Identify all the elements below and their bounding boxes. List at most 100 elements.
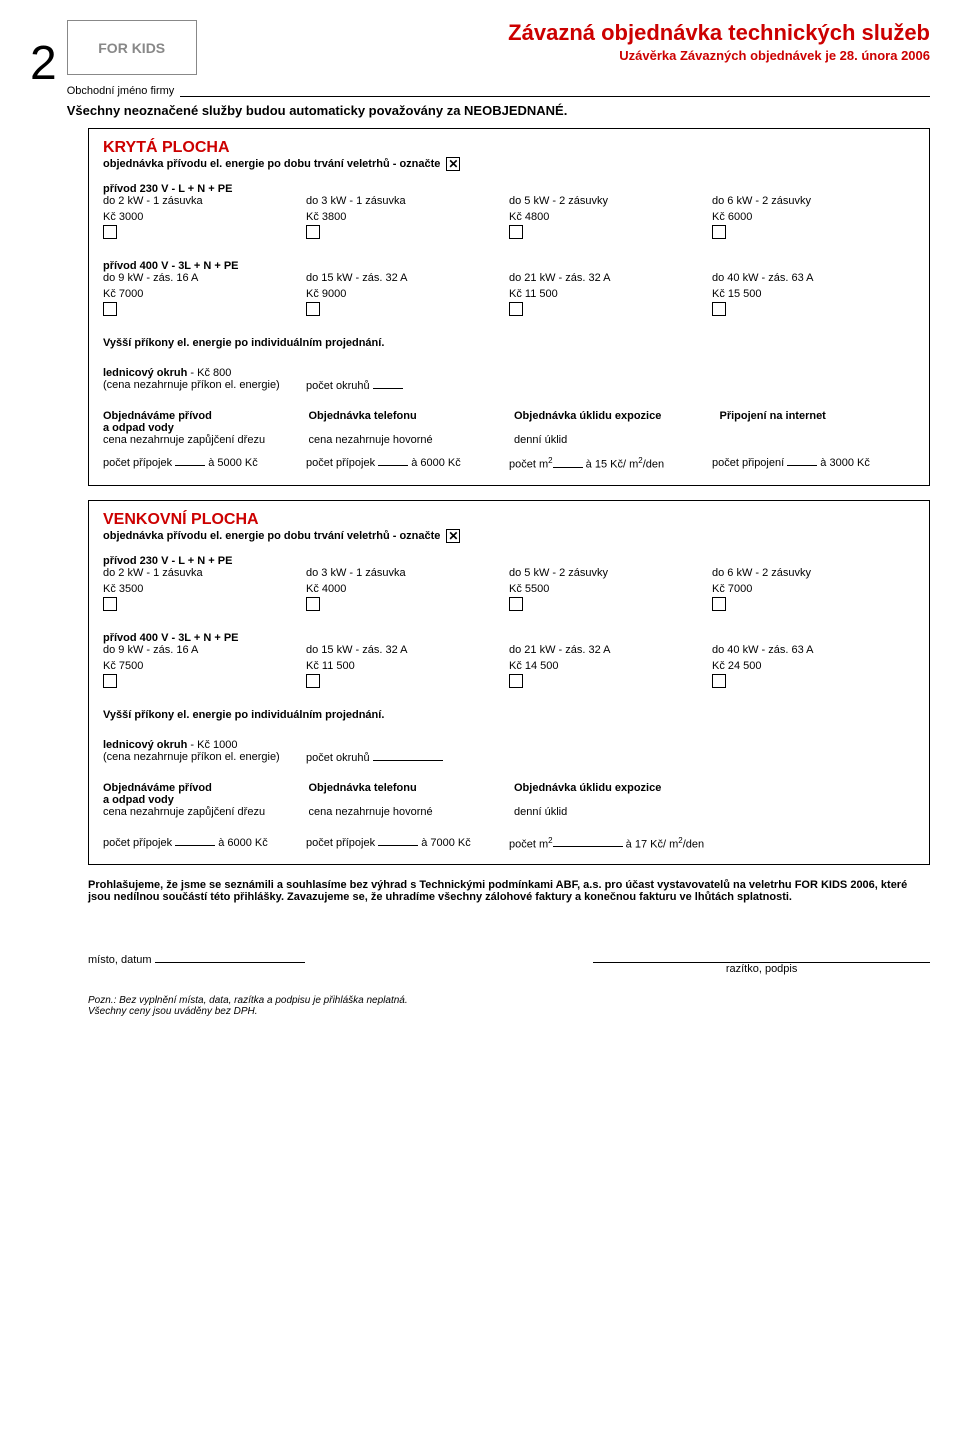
svc-head: Objednáváme přívod (103, 782, 299, 794)
venk-230-head: přívod 230 V - L + N + PE (103, 555, 915, 567)
foot-label: počet přípojek (306, 457, 375, 469)
foot-rate: à 17 Kč/ m (623, 838, 679, 850)
foot-rate: à 5000 Kč (205, 457, 258, 469)
price: Kč 5500 (509, 583, 549, 595)
price: Kč 7500 (103, 660, 143, 672)
input-line[interactable] (787, 456, 817, 466)
declaration-text: Prohlašujeme, že jsme se seznámili a sou… (88, 879, 930, 903)
opt-label: do 40 kW - zás. 63 A (712, 644, 915, 656)
price: Kč 24 500 (712, 660, 762, 672)
footnote-1: Pozn.: Bez vyplnění místa, data, razítka… (88, 995, 930, 1006)
checkbox[interactable] (509, 302, 523, 316)
opt-label: do 9 kW - zás. 16 A (103, 644, 306, 656)
kryta-title: KRYTÁ PLOCHA (103, 139, 915, 157)
foot-label: počet připojení (712, 457, 784, 469)
venkovni-sub: objednávka přívodu el. energie po dobu t… (103, 530, 440, 542)
firm-label: Obchodní jméno firmy (67, 85, 175, 97)
svc-note: cena nezahrnuje hovorné (309, 806, 505, 818)
stamp-label: razítko, podpis (593, 963, 930, 975)
foot-rate: /den (683, 838, 704, 850)
input-line[interactable] (553, 837, 623, 847)
input-line[interactable] (378, 836, 418, 846)
svc-head: Připojení na internet (720, 410, 916, 422)
input-line[interactable] (175, 836, 215, 846)
lednice-note: (cena nezahrnuje příkon el. energie) (103, 379, 306, 392)
logo: FOR KIDS (67, 20, 197, 75)
foot-label: počet přípojek (103, 837, 172, 849)
price: Kč 11 500 (509, 288, 558, 300)
checkbox[interactable] (712, 674, 726, 688)
stamp-input[interactable] (593, 953, 930, 963)
opt-label: do 5 kW - 2 zásuvky (509, 567, 712, 579)
checkbox[interactable] (103, 302, 117, 316)
kryta-400-head: přívod 400 V - 3L + N + PE (103, 260, 915, 272)
checkbox[interactable] (712, 597, 726, 611)
checkbox[interactable] (306, 302, 320, 316)
foot-label: počet přípojek (103, 457, 172, 469)
pocet-okruhu-label: počet okruhů (306, 380, 370, 392)
venkovni-title: VENKOVNÍ PLOCHA (103, 511, 915, 529)
opt-label: do 15 kW - zás. 32 A (306, 272, 509, 284)
opt-label: do 3 kW - 1 zásuvka (306, 567, 509, 579)
foot-rate: à 6000 Kč (215, 837, 268, 849)
opt-label: do 15 kW - zás. 32 A (306, 644, 509, 656)
page-number: 2 (30, 40, 57, 88)
opt-label: do 40 kW - zás. 63 A (712, 272, 915, 284)
checkbox[interactable] (306, 674, 320, 688)
checkbox[interactable] (712, 225, 726, 239)
checkbox[interactable] (306, 597, 320, 611)
foot-label: počet přípojek (306, 837, 375, 849)
kryta-sub: objednávka přívodu el. energie po dobu t… (103, 158, 440, 170)
svc-head: Objednáváme přívod (103, 410, 299, 422)
pocet-okruhu-input[interactable] (373, 751, 443, 761)
opt-label: do 2 kW - 1 zásuvka (103, 567, 306, 579)
input-line[interactable] (175, 456, 205, 466)
foot-label: počet m (509, 459, 548, 471)
price: Kč 7000 (103, 288, 143, 300)
order-notice: Všechny neoznačené služby budou automati… (67, 103, 930, 118)
price: Kč 3800 (306, 211, 346, 223)
checkbox[interactable] (306, 225, 320, 239)
opt-label: do 2 kW - 1 zásuvka (103, 195, 306, 207)
checkbox[interactable] (712, 302, 726, 316)
svc-note: denní úklid (514, 806, 710, 818)
place-date-input[interactable] (155, 953, 305, 963)
svc-note: cena nezahrnuje hovorné (309, 434, 505, 446)
price: Kč 4800 (509, 211, 549, 223)
svc-head: Objednávka telefonu (309, 410, 505, 422)
kryta-vyssi: Vyšší příkony el. energie po individuáln… (103, 337, 915, 349)
opt-label: do 5 kW - 2 zásuvky (509, 195, 712, 207)
svc-head: Objednávka úklidu expozice (514, 782, 710, 794)
pocet-okruhu-input[interactable] (373, 379, 403, 389)
foot-rate: à 7000 Kč (418, 837, 471, 849)
input-line[interactable] (378, 456, 408, 466)
kryta-230-head: přívod 230 V - L + N + PE (103, 183, 915, 195)
opt-label: do 9 kW - zás. 16 A (103, 272, 306, 284)
checkbox[interactable] (509, 597, 523, 611)
svc-sub: a odpad vody (103, 794, 299, 806)
lednice-title: lednicový okruh (103, 739, 187, 751)
foot-rate: à 15 Kč/ m (583, 459, 639, 471)
checkbox[interactable] (509, 225, 523, 239)
firm-input-line[interactable] (180, 85, 930, 97)
lednice-price: - Kč 800 (187, 367, 231, 379)
checkbox[interactable] (103, 225, 117, 239)
price: Kč 14 500 (509, 660, 559, 672)
foot-rate: à 3000 Kč (817, 457, 870, 469)
price: Kč 4000 (306, 583, 346, 595)
checkbox[interactable] (103, 597, 117, 611)
lednice-price: - Kč 1000 (187, 739, 237, 751)
input-line[interactable] (553, 458, 583, 468)
svc-head: Objednávka telefonu (309, 782, 505, 794)
section-kryta: KRYTÁ PLOCHA objednávka přívodu el. ener… (88, 128, 930, 486)
checkbox[interactable] (509, 674, 523, 688)
price: Kč 15 500 (712, 288, 762, 300)
checkbox[interactable] (103, 674, 117, 688)
opt-label: do 21 kW - zás. 32 A (509, 644, 712, 656)
opt-label: do 6 kW - 2 zásuvky (712, 567, 915, 579)
pocet-okruhu-label: počet okruhů (306, 752, 370, 764)
svc-note: cena nezahrnuje zapůjčení dřezu (103, 434, 299, 446)
venk-vyssi: Vyšší příkony el. energie po individuáln… (103, 709, 915, 721)
foot-rate: à 6000 Kč (408, 457, 461, 469)
page-title: Závazná objednávka technických služeb (197, 20, 930, 46)
